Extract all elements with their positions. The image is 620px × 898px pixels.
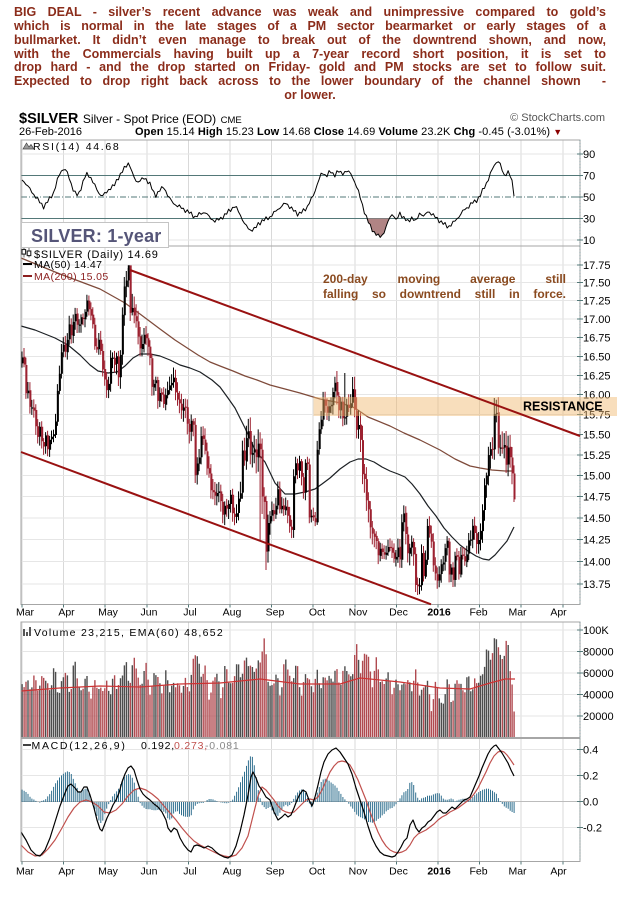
- svg-text:80000: 80000: [583, 647, 614, 659]
- svg-text:Apr: Apr: [550, 607, 567, 619]
- svg-text:Aug: Aug: [223, 607, 242, 619]
- svg-text:14.00: 14.00: [583, 557, 611, 569]
- svg-text:Jun: Jun: [141, 607, 158, 619]
- svg-text:16.00: 16.00: [583, 390, 611, 402]
- svg-text:May: May: [98, 866, 119, 878]
- svg-text:100K: 100K: [583, 625, 609, 637]
- svg-text:14.75: 14.75: [583, 491, 611, 503]
- svg-text:Nov: Nov: [349, 607, 368, 619]
- svg-text:Mar: Mar: [508, 607, 527, 619]
- svg-text:May: May: [98, 607, 119, 619]
- svg-text:Mar: Mar: [16, 607, 35, 619]
- svg-text:Apr: Apr: [58, 866, 75, 878]
- svg-text:Volume 23,215, EMA(60) 48,652: Volume 23,215, EMA(60) 48,652: [34, 627, 224, 639]
- svg-text:40000: 40000: [583, 690, 614, 702]
- svg-text:2016: 2016: [427, 866, 451, 878]
- svg-text:15.50: 15.50: [583, 429, 611, 441]
- svg-text:0.4: 0.4: [583, 745, 598, 757]
- svg-text:Mar: Mar: [16, 866, 35, 878]
- svg-text:Feb: Feb: [469, 607, 487, 619]
- svg-text:0.192,: 0.192,: [141, 740, 175, 752]
- svg-text:16.75: 16.75: [583, 333, 611, 345]
- svg-text:Sep: Sep: [266, 607, 285, 619]
- svg-text:60000: 60000: [583, 668, 614, 680]
- svg-text:-0.081: -0.081: [205, 740, 240, 752]
- svg-text:20000: 20000: [583, 711, 614, 723]
- svg-text:0.0: 0.0: [583, 797, 598, 809]
- svg-text:$SILVER (Daily) 14.69: $SILVER (Daily) 14.69: [34, 249, 159, 261]
- svg-text:15.00: 15.00: [583, 470, 611, 482]
- svg-text:Feb: Feb: [469, 866, 487, 878]
- svg-text:Oct: Oct: [309, 607, 325, 619]
- svg-text:-0.2: -0.2: [583, 823, 602, 835]
- svg-text:Jul: Jul: [183, 866, 196, 878]
- svg-text:30: 30: [583, 214, 595, 226]
- svg-text:Jun: Jun: [141, 866, 158, 878]
- svg-text:17.75: 17.75: [583, 260, 611, 272]
- svg-text:Apr: Apr: [550, 866, 567, 878]
- svg-text:2016: 2016: [427, 607, 451, 619]
- svg-text:16.50: 16.50: [583, 351, 611, 363]
- svg-text:MA(200) 15.05: MA(200) 15.05: [34, 271, 109, 283]
- svg-text:Aug: Aug: [223, 866, 242, 878]
- svg-text:17.00: 17.00: [583, 314, 611, 326]
- svg-text:14.50: 14.50: [583, 513, 611, 525]
- svg-text:17.25: 17.25: [583, 296, 611, 308]
- svg-text:Sep: Sep: [266, 866, 285, 878]
- svg-text:Nov: Nov: [349, 866, 368, 878]
- svg-text:Apr: Apr: [58, 607, 75, 619]
- svg-text:15.75: 15.75: [583, 409, 611, 421]
- svg-text:50: 50: [583, 192, 595, 204]
- svg-text:0.2: 0.2: [583, 771, 598, 783]
- svg-text:90: 90: [583, 149, 595, 161]
- svg-text:10: 10: [583, 235, 595, 247]
- svg-text:13.75: 13.75: [583, 579, 611, 591]
- svg-text:MA(50) 14.47: MA(50) 14.47: [34, 259, 102, 271]
- svg-text:70: 70: [583, 171, 595, 183]
- svg-text:RSI(14) 44.68: RSI(14) 44.68: [33, 141, 120, 153]
- svg-text:0.273,: 0.273,: [174, 740, 208, 752]
- svg-text:Dec: Dec: [389, 607, 408, 619]
- svg-text:15.25: 15.25: [583, 450, 611, 462]
- svg-text:17.50: 17.50: [583, 278, 611, 290]
- svg-text:Mar: Mar: [508, 866, 527, 878]
- svg-text:Oct: Oct: [309, 866, 325, 878]
- svg-text:14.25: 14.25: [583, 535, 611, 547]
- svg-text:RESISTANCE: RESISTANCE: [523, 400, 603, 414]
- svg-text:Dec: Dec: [389, 866, 408, 878]
- svg-text:Jul: Jul: [183, 607, 196, 619]
- svg-text:MACD(12,26,9): MACD(12,26,9): [32, 740, 127, 752]
- svg-text:16.25: 16.25: [583, 370, 611, 382]
